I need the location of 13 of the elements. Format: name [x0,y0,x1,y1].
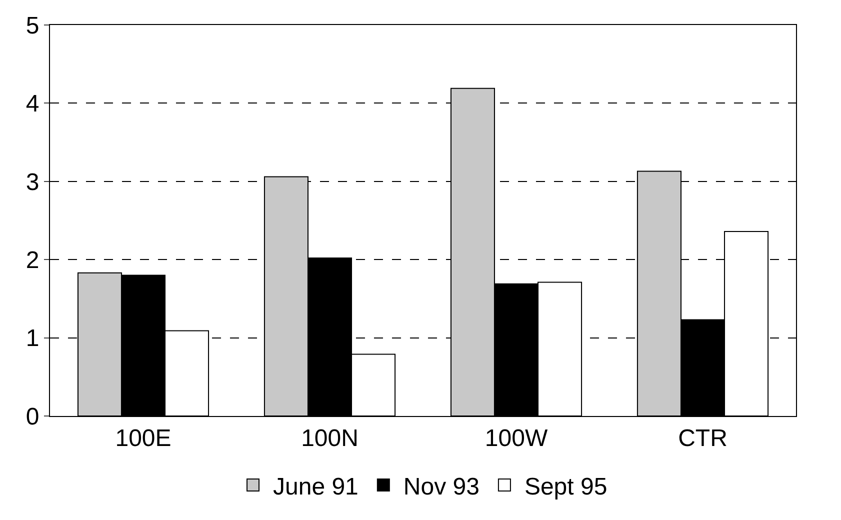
x-tick-label: 100W [484,424,548,452]
x-tick-label: 100E [115,424,172,452]
x-tick-label: 100N [301,424,358,452]
legend-label: Nov 93 [403,473,480,500]
y-tick-label: 4 [26,90,40,118]
y-tick-label: 1 [26,325,40,352]
y-tick-label: 0 [26,403,40,430]
y-tick-label: 2 [26,247,40,274]
y-tick-label: 5 [26,12,40,40]
x-tick-label: CTR [678,424,728,452]
y-tick-label: 3 [26,168,40,196]
legend-label: Sept 95 [524,473,608,500]
legend-label: June 91 [273,473,358,500]
